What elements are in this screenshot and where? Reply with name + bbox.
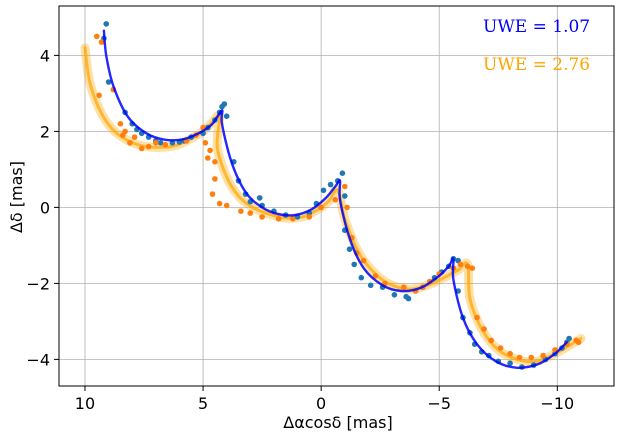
- data-point: [575, 339, 582, 346]
- data-point: [318, 204, 324, 211]
- data-point: [457, 261, 464, 268]
- data-point: [202, 140, 209, 146]
- y-axis-label: Δδ [mas]: [7, 161, 26, 233]
- data-point: [540, 352, 546, 359]
- x-tick-label: 10: [75, 394, 95, 413]
- y-tick-label: −4: [26, 350, 50, 369]
- uwe-orange-annotation: UWE = 2.76: [483, 55, 590, 75]
- data-point: [346, 246, 353, 252]
- data-point: [342, 183, 348, 190]
- data-point: [127, 140, 133, 146]
- data-point: [488, 337, 495, 344]
- data-point: [405, 295, 412, 302]
- data-point: [131, 134, 138, 140]
- y-tick-label: 0: [40, 198, 50, 217]
- y-tick-label: 2: [40, 122, 50, 141]
- data-point: [153, 140, 159, 146]
- data-point: [105, 79, 112, 85]
- plot-frame: [58, 5, 615, 387]
- data-point: [205, 155, 211, 161]
- data-point: [238, 208, 244, 214]
- data-point: [162, 141, 169, 148]
- data-point: [344, 204, 350, 211]
- y-tick-label: −2: [26, 274, 50, 293]
- y-tick-label: 4: [40, 46, 50, 65]
- data-point: [327, 181, 334, 188]
- data-point: [401, 284, 407, 291]
- x-tick-label: 0: [316, 394, 326, 413]
- data-point: [342, 193, 348, 199]
- data-point: [221, 101, 228, 107]
- data-point: [464, 263, 471, 270]
- data-point: [339, 170, 346, 176]
- data-point: [209, 191, 216, 197]
- data-point: [207, 147, 213, 154]
- data-point: [256, 195, 263, 201]
- data-point: [117, 121, 124, 127]
- data-point: [469, 265, 476, 272]
- x-axis-label: Δαcosδ [mas]: [283, 413, 393, 432]
- data-point: [306, 214, 313, 220]
- model-curve: [102, 29, 568, 370]
- model-band-core: [83, 46, 583, 364]
- x-tick-label: 5: [198, 394, 208, 413]
- model-band: [80, 43, 586, 367]
- data-point: [497, 345, 504, 351]
- data-point: [212, 176, 218, 182]
- data-point: [145, 143, 152, 150]
- data-point: [223, 202, 230, 209]
- data-point: [275, 216, 282, 222]
- data-point: [516, 354, 523, 361]
- data-point: [481, 326, 487, 332]
- data-point: [259, 214, 265, 220]
- data-point: [98, 39, 105, 45]
- data-point: [96, 92, 102, 99]
- model-band-orange: [80, 43, 586, 367]
- x-tick-label: −5: [427, 394, 451, 413]
- data-point: [103, 21, 109, 27]
- axis-ticks: 10 5 0 −5 −10 4 2 0 −2 −4: [26, 46, 574, 413]
- data-point: [157, 140, 164, 146]
- data-point: [528, 354, 535, 361]
- data-point: [391, 292, 398, 298]
- data-point: [216, 200, 223, 207]
- data-point: [138, 145, 145, 152]
- data-point: [120, 132, 126, 138]
- data-point: [332, 197, 339, 203]
- data-point: [290, 216, 296, 222]
- data-point: [372, 273, 379, 279]
- data-point: [94, 33, 100, 40]
- model-curve-blue: [102, 29, 568, 370]
- data-point: [507, 360, 513, 367]
- data-point: [247, 210, 254, 216]
- uwe-blue-annotation: UWE = 1.07: [483, 17, 590, 37]
- data-point: [212, 159, 218, 165]
- data-point: [474, 314, 480, 321]
- x-tick-label: −10: [540, 394, 574, 413]
- data-point: [320, 187, 327, 194]
- data-point: [223, 113, 230, 119]
- data-point: [367, 282, 374, 289]
- data-point: [507, 350, 513, 357]
- data-point: [358, 274, 365, 281]
- data-point: [351, 261, 358, 268]
- data-point: [360, 257, 367, 264]
- data-point: [566, 335, 572, 342]
